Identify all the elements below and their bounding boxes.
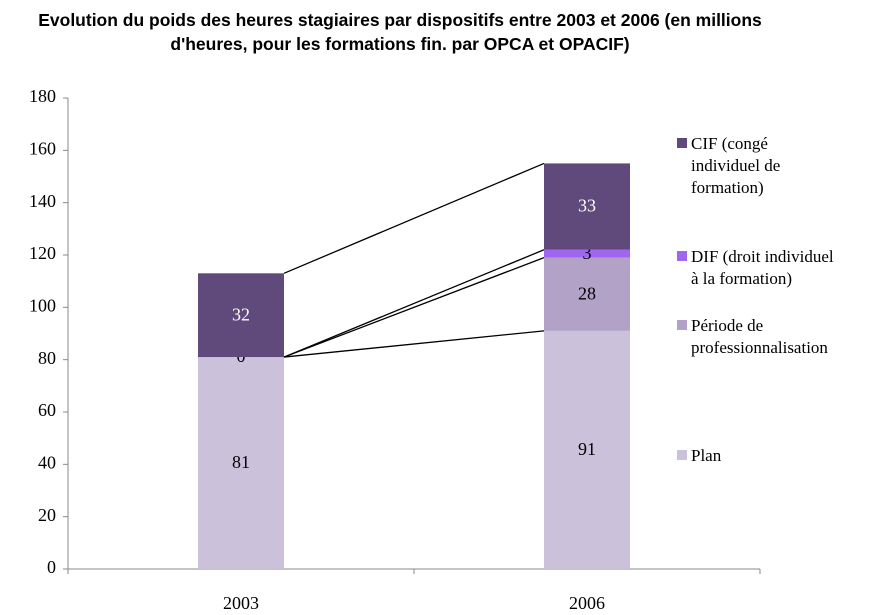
data-label: 28: [578, 283, 596, 303]
y-tick-label: 40: [38, 452, 56, 472]
y-tick-label: 120: [29, 243, 56, 263]
bar-segment: [544, 330, 630, 569]
legend-entry: Plan: [677, 445, 837, 467]
legend-label: Période de professionnalisation: [691, 316, 828, 357]
data-label: 91: [578, 439, 596, 459]
x-tick-label: 2006: [569, 593, 605, 613]
bar-segment: [544, 163, 630, 250]
legend-swatch: [677, 138, 687, 148]
bar-segment: [198, 357, 284, 569]
series-line: [283, 162, 545, 274]
y-tick-label: 20: [38, 505, 56, 525]
bar-segment: [544, 257, 630, 331]
legend-swatch: [677, 450, 687, 460]
legend-entry: CIF (congé individuel de formation): [677, 133, 837, 199]
y-tick-label: 60: [38, 400, 56, 420]
y-tick-label: 100: [29, 295, 56, 315]
legend-swatch: [677, 320, 687, 330]
data-label: 32: [232, 304, 250, 324]
bar-segment: [198, 273, 284, 358]
y-tick-label: 180: [29, 86, 56, 106]
legend-label: CIF (congé individuel de formation): [691, 134, 781, 197]
y-tick-label: 80: [38, 348, 56, 368]
series-line: [283, 330, 545, 358]
y-tick-label: 160: [29, 138, 56, 158]
data-label: 81: [232, 452, 250, 472]
bar-segment: [544, 249, 630, 258]
legend-swatch: [677, 251, 687, 261]
legend-label: Plan: [691, 446, 722, 465]
series-line: [283, 257, 545, 358]
series-line: [283, 249, 545, 358]
legend-entry: DIF (droit individuel à la formation): [677, 246, 837, 290]
chart-title: Evolution du poids des heures stagiaires…: [38, 10, 762, 54]
y-tick-label: 0: [47, 557, 56, 577]
y-tick-label: 140: [29, 191, 56, 211]
data-label: 3: [583, 243, 592, 263]
x-tick-label: 2003: [223, 593, 259, 613]
legend-label: DIF (droit individuel à la formation): [691, 247, 834, 288]
data-label: 33: [578, 196, 596, 216]
legend-entry: Période de professionnalisation: [677, 315, 887, 359]
